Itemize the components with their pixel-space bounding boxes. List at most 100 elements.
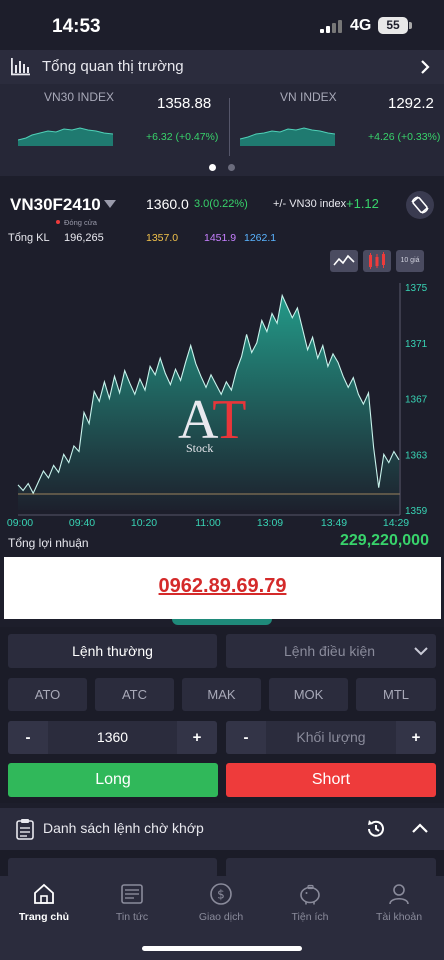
index-name-vn30: VN30 INDEX [44,90,115,104]
profit-value: 229,220,000 [340,532,429,549]
carousel-dot-active[interactable] [209,164,216,171]
profit-label: Tổng lợi nhuận [8,536,89,550]
nav-news[interactable]: Tin tức [88,876,176,936]
volume-value: 196,265 [64,232,104,244]
status-time: 14:53 [52,16,101,37]
price-plus-button[interactable]: + [177,721,217,754]
trade-icon: $ [210,883,232,905]
volume-plus-button[interactable]: + [396,721,436,754]
filter-box-right[interactable] [226,858,436,878]
price-line [17,293,400,495]
y-tick-label: 1367 [405,395,428,406]
index-price-vn: 1292.2 [388,95,434,112]
vn30-sparkline [18,127,113,146]
index-carousel[interactable]: VN30 INDEX 1358.88 +6.32 (+0.47%) VN IND… [0,84,444,176]
account-icon [389,884,409,905]
chevron-up-icon[interactable] [411,822,429,834]
nav-utility[interactable]: Tiện ích [266,876,354,936]
index-price-vn30: 1358.88 [157,95,212,112]
index-change-vn: +4.26 (+0.33%) [368,131,441,143]
pending-orders-bar[interactable]: Danh sách lệnh chờ khớp [0,808,444,850]
price-input[interactable]: 1360 [96,729,129,745]
short-button[interactable]: Short [226,763,436,797]
pending-orders-title: Danh sách lệnh chờ khớp [43,820,204,836]
y-tick-label: 1359 [405,506,428,517]
home-icon [34,883,54,904]
price-area [18,295,399,510]
price-stepper: - 1360 + [8,721,217,754]
nav-account-label: Tài khoản [375,911,423,923]
carousel-dot[interactable] [228,164,235,171]
tab-conditional-order[interactable]: Lệnh điều kiện [226,634,436,668]
phone-banner[interactable]: 0962.89.69.79 [4,557,441,619]
long-button[interactable]: Long [8,763,218,797]
candlestick-icon [369,252,385,269]
nav-home-label: Trang chủ [18,911,70,923]
x-tick-label: 11:00 [195,517,221,529]
watermark-sub: Stock [186,441,213,455]
type-mok-button[interactable]: MOK [269,678,348,711]
x-tick-label: 13:49 [321,517,347,529]
nav-home[interactable]: Trang chủ [0,876,88,936]
nav-trade-label: Giao dịch [198,911,244,923]
type-mak-button[interactable]: MAK [182,678,261,711]
candle-chart-button[interactable] [363,250,391,272]
index-name-vn: VN INDEX [280,90,337,104]
battery-tip [409,22,412,29]
x-tick-label: 10:20 [131,517,157,529]
market-overview-bar[interactable]: Tổng quan thị trường [0,50,444,84]
battery-icon: 55 [378,17,408,34]
network-label: 4G [350,17,372,34]
status-dot [56,220,60,224]
filter-box-left[interactable] [8,858,217,878]
x-tick-label: 14:29 [383,517,409,529]
status-bar: 14:53 4G 55 [0,0,444,50]
line-chart-icon [333,254,355,266]
phone-number-link[interactable]: 0962.89.69.79 [158,575,287,597]
watermark-a: AT [178,389,246,451]
volume-label: Tổng KL [8,232,50,244]
ceiling-price: 1451.9 [204,232,237,244]
history-icon[interactable] [365,818,387,840]
rotate-button[interactable] [406,191,434,219]
news-icon [121,884,143,904]
contract-name[interactable]: VN30F2410 [10,195,101,214]
pending-filter-row [0,850,444,878]
basis-label: +/- VN30 index [273,198,347,210]
basis-value: +1.12 [346,196,379,211]
type-atc-button[interactable]: ATC [95,678,174,711]
type-ato-button[interactable]: ATO [8,678,87,711]
banner-tab [172,619,272,625]
type-mtl-button[interactable]: MTL [356,678,436,711]
x-tick-label: 09:40 [69,517,95,529]
chevron-right-icon[interactable] [420,60,430,74]
chevron-down-icon [414,647,428,656]
volume-minus-button[interactable]: - [226,721,266,754]
nav-utility-label: Tiện ích [291,911,329,923]
line-chart-button[interactable] [330,250,358,272]
index-change-vn30: +6.32 (+0.47%) [146,131,219,143]
caret-down-icon[interactable] [104,200,116,208]
contract-status: Đóng cửa [64,218,97,227]
x-tick-label: 09:00 [7,517,33,529]
vn-sparkline [240,127,335,146]
tab-conditional-label: Lệnh điều kiện [284,643,376,659]
volume-input[interactable]: Khối lượng [296,729,366,745]
rotate-icon [411,196,429,214]
signal-icon [320,20,342,33]
tab-normal-order[interactable]: Lệnh thường [8,634,217,668]
contract-price: 1360.0 [146,196,189,212]
floor-price: 1262.1 [244,232,277,244]
x-tick-label: 13:09 [257,517,283,529]
nav-account[interactable]: Tài khoản [355,876,443,936]
y-tick-label: 1375 [405,283,428,294]
home-indicator [142,946,302,951]
bottom-nav: Trang chủ Tin tức $ Giao dịch Tiện ích [0,876,444,960]
ref-price: 1357.0 [146,232,179,244]
ten-price-button[interactable]: 10 giá [396,250,424,272]
nav-trade[interactable]: $ Giao dịch [177,876,265,936]
utility-icon [300,884,320,905]
contract-change: 3.0(0.22%) [194,198,248,210]
price-minus-button[interactable]: - [8,721,48,754]
price-chart[interactable]: 1375 1371 1367 1363 1359 09:00 09:40 10:20 11:0… [0,275,444,530]
